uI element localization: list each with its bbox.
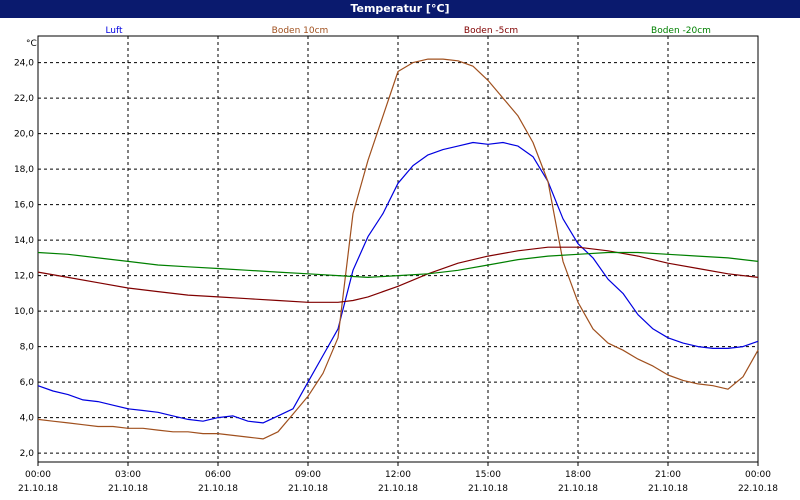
x-tick-date: 21.10.18 <box>558 484 598 494</box>
y-axis-unit: °C <box>26 39 37 49</box>
x-tick-time: 15:00 <box>475 470 501 480</box>
y-tick-label: 12,0 <box>14 272 34 282</box>
x-tick-date: 22.10.18 <box>738 484 778 494</box>
legend-entry-3: Boden -5cm <box>464 26 518 36</box>
x-tick-time: 21:00 <box>655 470 681 480</box>
x-tick-time: 00:00 <box>745 470 771 480</box>
legend: Luft Boden 10cm Boden -5cm Boden -20cm <box>105 26 711 36</box>
window-title: Temperatur [°C] <box>0 0 800 18</box>
x-tick-time: 06:00 <box>205 470 231 480</box>
x-tick-date: 21.10.18 <box>288 484 328 494</box>
x-tick-time: 18:00 <box>565 470 591 480</box>
temperature-chart: Luft Boden 10cm Boden -5cm Boden -20cm 2,0 4… <box>14 26 778 494</box>
plot-frame <box>37 35 759 463</box>
x-tick-time: 12:00 <box>385 470 411 480</box>
x-tick-date: 21.10.18 <box>18 484 58 494</box>
x-tick-date: 21.10.18 <box>108 484 148 494</box>
y-tick-label: 6,0 <box>20 378 35 388</box>
y-tick-label: 20,0 <box>14 130 34 140</box>
legend-entry-4: Boden -20cm <box>651 26 711 36</box>
series-line-1 <box>37 141 759 424</box>
x-tick-date: 21.10.18 <box>648 484 688 494</box>
series-lines <box>37 58 759 440</box>
x-tick-date: 21.10.18 <box>378 484 418 494</box>
y-tick-label: 8,0 <box>20 343 35 353</box>
series-line-3 <box>37 246 759 303</box>
y-tick-label: 24,0 <box>14 59 34 69</box>
x-tick-date: 21.10.18 <box>198 484 238 494</box>
x-tick-time: 00:00 <box>25 470 51 480</box>
tick-labels: 2,0 4,0 6,0 8,0 10,0 12,0 14,0 16,0 18,0 20,0 22,0… <box>14 39 778 494</box>
legend-entry-1: Luft <box>105 26 123 36</box>
grid <box>38 36 758 462</box>
series-line-2 <box>37 58 759 440</box>
y-tick-label: 4,0 <box>20 414 35 424</box>
x-tick-date: 21.10.18 <box>468 484 508 494</box>
axes <box>37 35 759 466</box>
x-tick-time: 03:00 <box>115 470 141 480</box>
y-tick-label: 22,0 <box>14 94 34 104</box>
x-tick-time: 09:00 <box>295 470 321 480</box>
series-line-4 <box>37 251 759 278</box>
y-tick-label: 16,0 <box>14 201 34 211</box>
y-tick-label: 18,0 <box>14 165 34 175</box>
y-tick-label: 10,0 <box>14 307 34 317</box>
y-tick-label: 14,0 <box>14 236 34 246</box>
legend-entry-2: Boden 10cm <box>272 26 329 36</box>
y-tick-label: 2,0 <box>20 449 35 459</box>
